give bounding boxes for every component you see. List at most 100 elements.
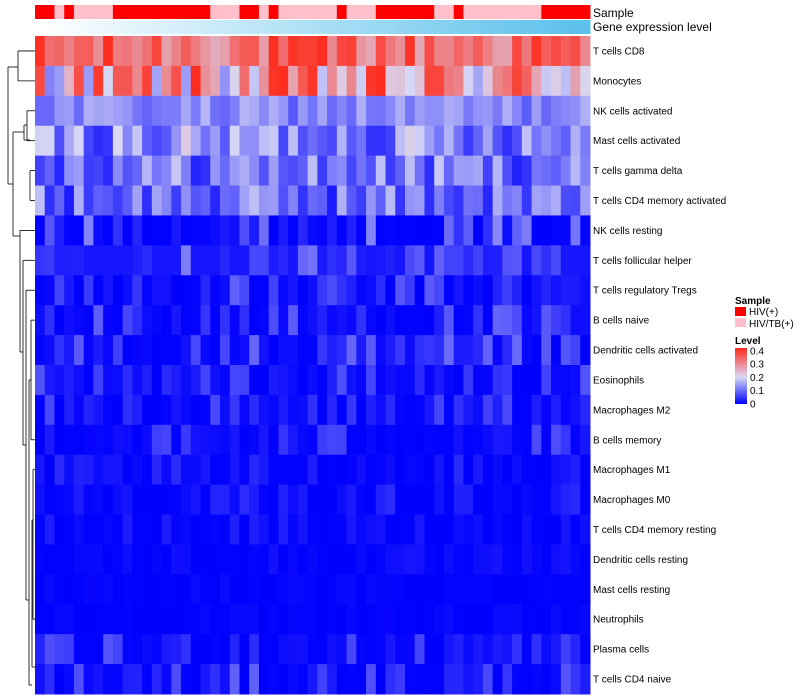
heatmap-cell — [229, 424, 240, 456]
heatmap-cell — [73, 574, 85, 605]
heatmap-cell — [375, 335, 387, 366]
heatmap-cell — [44, 544, 55, 575]
heatmap-cell — [346, 65, 357, 97]
gene-annotation-cell — [103, 20, 114, 34]
heatmap-cell — [405, 245, 416, 276]
heatmap-cell — [249, 544, 260, 575]
heatmap-cell — [181, 215, 192, 246]
heatmap-cell — [356, 484, 367, 516]
heatmap-cell — [200, 574, 211, 605]
heatmap-cell — [297, 574, 309, 605]
heatmap-cell — [103, 664, 114, 695]
heatmap-cell — [258, 125, 270, 157]
heatmap-cell — [346, 245, 357, 276]
heatmap-cell — [482, 604, 494, 635]
heatmap-cell — [83, 185, 94, 216]
heatmap-cell — [278, 95, 289, 127]
heatmap-cell — [434, 185, 445, 216]
heatmap-cell — [551, 125, 562, 157]
heatmap-cell — [580, 65, 591, 97]
heatmap-cell — [297, 185, 309, 216]
heatmap-cell — [502, 365, 513, 396]
heatmap-cell — [531, 305, 542, 336]
heatmap-cell — [356, 335, 367, 366]
heatmap-cell — [346, 664, 357, 695]
gene-annotation-cell — [385, 20, 396, 34]
heatmap-cell — [463, 394, 474, 426]
heatmap-cell — [268, 245, 279, 276]
heatmap-cell — [531, 604, 542, 635]
heatmap-cell — [492, 125, 503, 157]
heatmap-cell — [288, 604, 299, 635]
heatmap-cell — [541, 245, 552, 276]
gene-annotation-cell — [122, 20, 133, 34]
heatmap-cell — [297, 275, 309, 306]
heatmap-cell — [73, 365, 85, 396]
gene-annotation-cell — [249, 20, 260, 34]
heatmap-cell — [551, 544, 562, 575]
heatmap-cell — [521, 185, 533, 216]
heatmap-cell — [200, 544, 211, 575]
heatmap-cell — [249, 604, 260, 635]
heatmap-cell — [190, 484, 202, 516]
heatmap-cell — [249, 394, 260, 426]
heatmap-cell — [560, 155, 572, 187]
heatmap-cell — [531, 544, 542, 575]
heatmap-cell — [580, 125, 591, 157]
heatmap-cell — [210, 305, 221, 336]
heatmap-cell — [200, 394, 211, 426]
heatmap-cell — [103, 95, 114, 127]
gene-annotation-cell — [229, 20, 240, 34]
heatmap-cell — [453, 275, 464, 306]
heatmap-cell — [35, 664, 46, 695]
heatmap-cell — [327, 185, 338, 216]
heatmap-cell — [171, 36, 182, 67]
heatmap-cell — [220, 215, 231, 246]
gene-annotation-cell — [531, 20, 542, 34]
heatmap-cell — [317, 65, 328, 97]
heatmap-cell — [531, 245, 542, 276]
heatmap-cell — [405, 155, 416, 187]
heatmap-cell — [395, 65, 406, 97]
gene-annotation-cell — [64, 20, 75, 34]
heatmap-cell — [93, 215, 104, 246]
heatmap-cell — [405, 424, 416, 456]
heatmap-cell — [258, 514, 270, 545]
heatmap-cell — [44, 634, 55, 665]
heatmap-cell — [317, 604, 328, 635]
heatmap-cell — [560, 574, 572, 605]
heatmap-cell — [103, 245, 114, 276]
heatmap-cell — [560, 514, 572, 545]
heatmap-cell — [463, 275, 474, 306]
heatmap-cell — [366, 454, 377, 486]
sample-annotation-cell — [366, 5, 377, 19]
heatmap-cell — [103, 484, 114, 516]
heatmap-cell — [229, 335, 240, 366]
heatmap-cell — [132, 335, 143, 366]
heatmap-cell — [327, 125, 338, 157]
heatmap-cell — [424, 185, 435, 216]
heatmap-cell — [268, 36, 279, 67]
heatmap-cell — [288, 574, 299, 605]
sample-annotation-cell — [531, 5, 542, 19]
heatmap-cell — [560, 65, 572, 97]
heatmap-cell — [560, 36, 572, 67]
heatmap-cell — [346, 275, 357, 306]
heatmap-cell — [541, 484, 552, 516]
heatmap-cell — [83, 36, 94, 67]
heatmap-cell — [512, 514, 523, 545]
heatmap-cell — [473, 365, 484, 396]
heatmap-cell — [200, 634, 211, 665]
sample-annotation-cell — [220, 5, 231, 19]
heatmap-cell — [375, 394, 387, 426]
heatmap-cell — [375, 125, 387, 157]
heatmap-cell — [366, 275, 377, 306]
heatmap-cell — [122, 215, 133, 246]
heatmap-cell — [560, 664, 572, 695]
heatmap-cell — [93, 275, 104, 306]
sample-annotation-cell — [44, 5, 55, 19]
heatmap-cell — [414, 484, 425, 516]
heatmap-cell — [151, 155, 163, 187]
heatmap-cell — [171, 604, 182, 635]
